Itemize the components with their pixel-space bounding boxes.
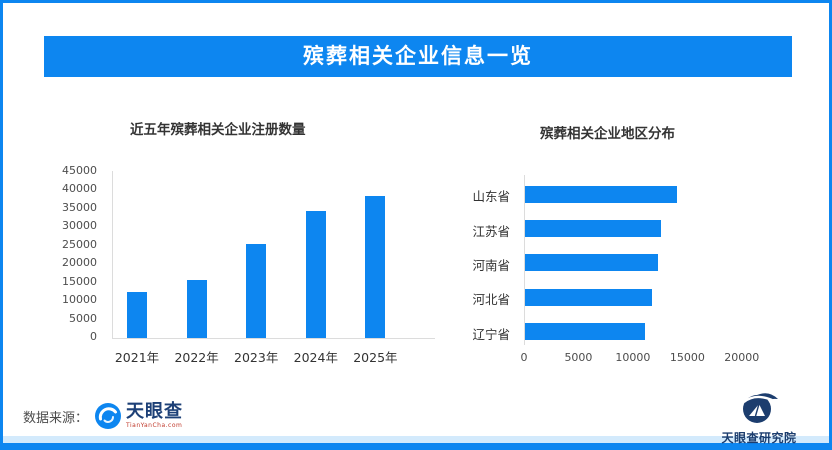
y-tick-label: 25000: [62, 237, 97, 251]
y-tick-label: 40000: [62, 182, 97, 196]
x-category-label: 2023年: [234, 350, 279, 365]
x-tick-label: 10000: [615, 351, 651, 364]
y-tick-label: 5000: [69, 311, 97, 325]
page-border-left: [0, 0, 3, 450]
x-category-label: 2021年: [114, 350, 160, 365]
bar-2024年: [305, 211, 326, 338]
chart-left-title: 近五年殡葬相关企业注册数量: [130, 122, 306, 138]
bar-2021年: [127, 291, 147, 338]
x-axis-line: [112, 338, 435, 339]
x-tick-label: 20000: [724, 351, 760, 364]
y-category-label: 河南省: [472, 257, 510, 273]
y-tick-label: 45000: [62, 164, 97, 177]
y-tick-label: 10000: [62, 293, 97, 307]
page-title: 殡葬相关企业信息一览: [303, 44, 533, 68]
data-source: 数据来源： 天眼查 TianYanCha.com: [23, 399, 183, 433]
bar-2022年: [186, 280, 207, 338]
chart-regions: 殡葬相关企业地区分布 山东省江苏省河南省河北省辽宁省 0 5000 10000 1500…: [450, 110, 810, 380]
y-category-label: 河北省: [472, 292, 510, 308]
page-border-top: [0, 0, 832, 3]
y-category-label: 辽宁省: [472, 326, 510, 342]
x-tick-label: 15000: [669, 351, 705, 364]
y-tick-label: 30000: [62, 219, 97, 233]
bar-山东省: [525, 185, 678, 203]
chart-registrations: 近五年殡葬相关企业注册数量 0 5000 10000 15000 20000 25000 3…: [60, 110, 455, 375]
x-category-label: 2022年: [174, 350, 219, 365]
tianyancha-eye-icon: [95, 403, 122, 429]
bar-2023年: [246, 244, 267, 338]
y-tick-label: 20000: [62, 256, 97, 270]
y-category-label: 山东省: [472, 189, 510, 205]
tianyancha-logo: 天眼查 TianYanCha.com: [94, 402, 183, 430]
y-tick-label: 35000: [62, 200, 97, 214]
tianyancha-logo-text: 天眼查: [126, 401, 184, 422]
data-source-label: 数据来源：: [23, 410, 89, 426]
institute-logo: 天眼查研究院: [714, 392, 804, 446]
chart-right-title: 殡葬相关企业地区分布: [540, 126, 675, 142]
x-category-label: 2024年: [293, 350, 338, 365]
y-axis-line: [112, 171, 113, 338]
bottom-light-band: [3, 436, 829, 443]
x-tick-label: 0: [520, 351, 528, 364]
y-tick-label: 15000: [62, 274, 97, 288]
page-border-bottom: [0, 443, 832, 450]
x-category-label: 2025年: [353, 350, 398, 365]
bar-河北省: [525, 288, 653, 306]
institute-logo-text: 天眼查研究院: [721, 431, 797, 445]
x-tick-label: 5000: [564, 351, 593, 364]
banner: 殡葬相关企业信息一览: [44, 36, 792, 77]
institute-logo-icon: [743, 393, 778, 423]
bar-河南省: [525, 254, 658, 272]
y-axis-line: [524, 175, 525, 345]
bar-江苏省: [525, 220, 662, 238]
tianyancha-logo-textblock: 天眼查 TianYanCha.com: [126, 403, 183, 429]
tianyancha-logo-subtext: TianYanCha.com: [126, 422, 183, 429]
page-border-right: [829, 0, 832, 450]
bar-辽宁省: [525, 323, 645, 340]
bar-2025年: [365, 195, 386, 338]
y-category-label: 江苏省: [472, 223, 510, 239]
y-tick-label: 0: [90, 330, 97, 343]
